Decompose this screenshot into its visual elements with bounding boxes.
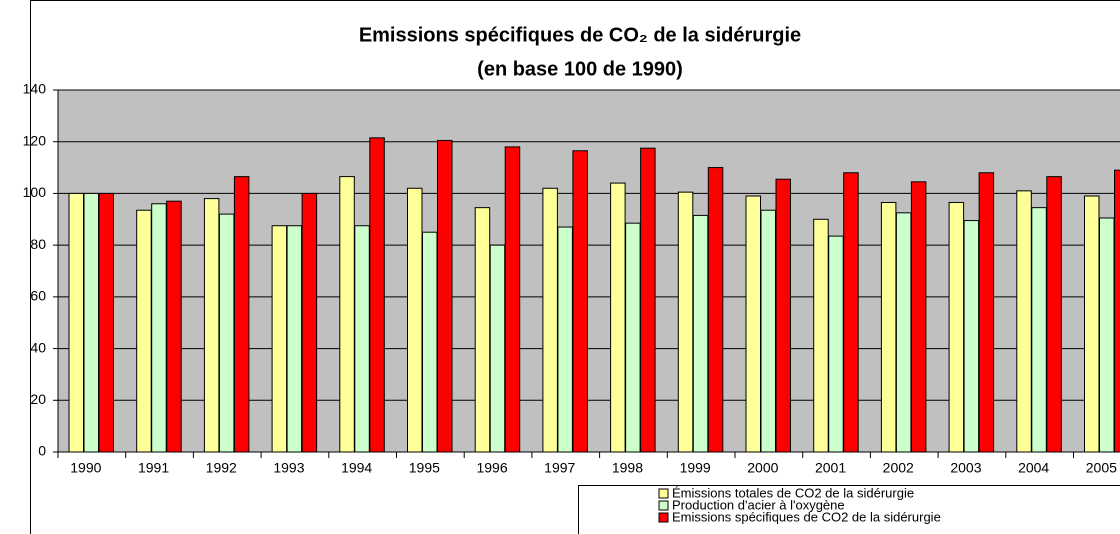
chart-title: Emissions spécifiques de CO₂ de la sidér…: [359, 24, 801, 46]
x-tick-label: 1995: [409, 460, 440, 476]
y-tick-label: 100: [23, 184, 47, 200]
bar: [203, 198, 220, 453]
x-tick-label: 2004: [1018, 460, 1049, 476]
bar: [1046, 176, 1062, 453]
legend-swatch: [658, 512, 669, 523]
x-tick-label: 2005: [1086, 460, 1117, 476]
bar: [98, 192, 114, 453]
bar: [489, 244, 506, 453]
bar: [339, 176, 355, 453]
x-tick-label: 2000: [747, 460, 778, 476]
bar: [286, 225, 303, 453]
bar: [707, 167, 724, 453]
bar: [151, 203, 167, 453]
bar: [83, 192, 99, 453]
legend-swatch: [658, 500, 669, 511]
y-tick-label: 140: [23, 81, 47, 97]
x-tick-label: 1997: [544, 460, 575, 476]
legend-label: Émissions totales de CO2 de la sidérurgi…: [672, 485, 914, 500]
bar: [880, 201, 897, 453]
bar: [1016, 190, 1032, 453]
bar: [813, 218, 829, 453]
y-tick-label: 20: [30, 391, 46, 407]
bar: [677, 191, 694, 453]
bar: [828, 235, 844, 453]
bar: [843, 172, 859, 453]
x-tick-label: 1998: [612, 460, 643, 476]
bar: [1084, 195, 1100, 453]
bar: [978, 172, 995, 453]
bar: [407, 187, 423, 453]
bar: [1031, 207, 1047, 453]
bar: [301, 192, 318, 453]
bar: [910, 181, 927, 453]
bar: [948, 201, 965, 453]
legend-box: [578, 485, 1120, 534]
bar: [963, 220, 980, 453]
y-tick-label: 120: [23, 132, 47, 148]
bar: [542, 187, 558, 453]
bar: [895, 212, 912, 453]
x-tick-label: 1996: [476, 460, 507, 476]
x-tick-label: 2001: [815, 460, 846, 476]
x-tick-label: 1999: [680, 460, 711, 476]
bar: [354, 225, 370, 453]
legend-swatch: [658, 488, 669, 499]
bar: [474, 207, 491, 453]
bar: [271, 225, 288, 453]
bar: [760, 209, 776, 453]
x-tick-label: 1991: [138, 460, 169, 476]
bar: [233, 176, 250, 453]
chart-subtitle: (en base 100 de 1990): [477, 58, 683, 80]
bar: [745, 195, 761, 453]
bar: [1099, 217, 1115, 453]
bar: [557, 226, 573, 453]
bar: [572, 150, 588, 453]
bar: [504, 146, 521, 453]
y-tick-label: 80: [30, 236, 46, 252]
x-tick-label: 1994: [341, 460, 372, 476]
legend-label: Production d'acier à l'oxygène: [672, 497, 845, 512]
x-tick-label: 1993: [273, 460, 304, 476]
y-tick-label: 40: [30, 339, 46, 355]
x-tick-label: 1992: [206, 460, 237, 476]
x-tick-label: 2003: [950, 460, 981, 476]
bar: [136, 209, 152, 453]
bar: [369, 137, 385, 453]
bar: [625, 222, 641, 453]
bar: [610, 182, 626, 453]
x-tick-label: 1990: [70, 460, 101, 476]
bar: [166, 200, 182, 453]
bar: [437, 139, 453, 453]
bar: [640, 147, 656, 453]
bar: [692, 214, 709, 453]
x-tick-label: 2002: [883, 460, 914, 476]
bar: [218, 213, 235, 453]
y-tick-label: 60: [30, 288, 46, 304]
y-tick-label: 0: [38, 443, 46, 459]
bar: [775, 178, 791, 453]
legend-label: Emissions spécifiques de CO2 de la sidér…: [672, 509, 941, 524]
bar: [68, 192, 84, 453]
bar: [1114, 169, 1120, 453]
bar: [422, 231, 438, 453]
